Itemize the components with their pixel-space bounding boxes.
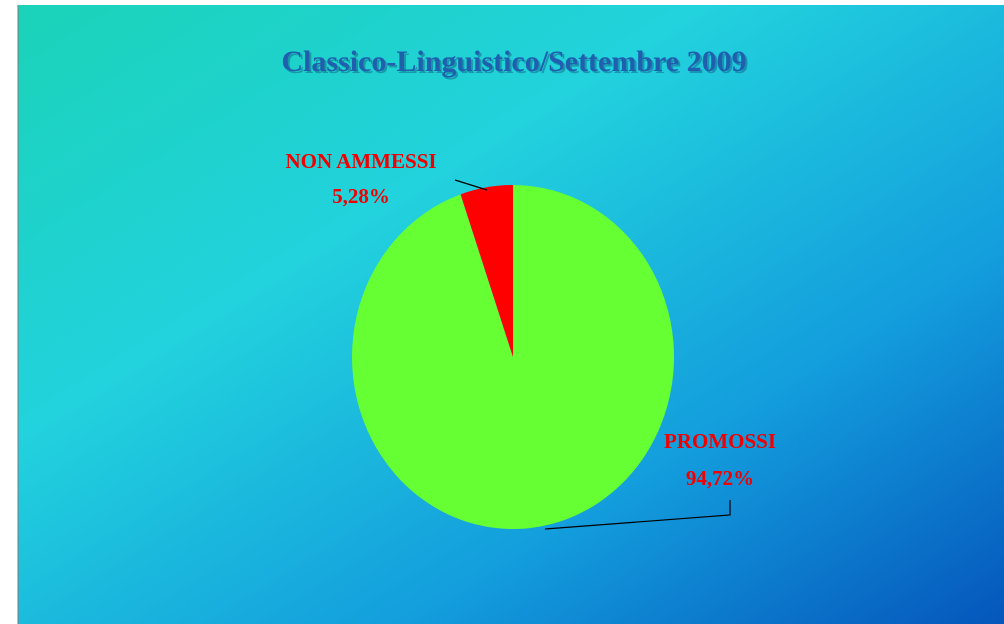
leader-line <box>454 179 488 191</box>
slice-label: PROMOSSI <box>664 429 776 453</box>
slice-value-label: 5,28% <box>332 184 390 208</box>
slice-label: NON AMMESSI <box>285 149 436 173</box>
chart-title: Classico-Linguistico/Settembre 2009 <box>281 45 746 78</box>
chart-title-shadow: Classico-Linguistico/Settembre 2009 <box>283 47 748 80</box>
pie-slice <box>460 185 513 357</box>
leader-line <box>544 500 731 530</box>
slice-value-label: 94,72% <box>686 466 754 490</box>
